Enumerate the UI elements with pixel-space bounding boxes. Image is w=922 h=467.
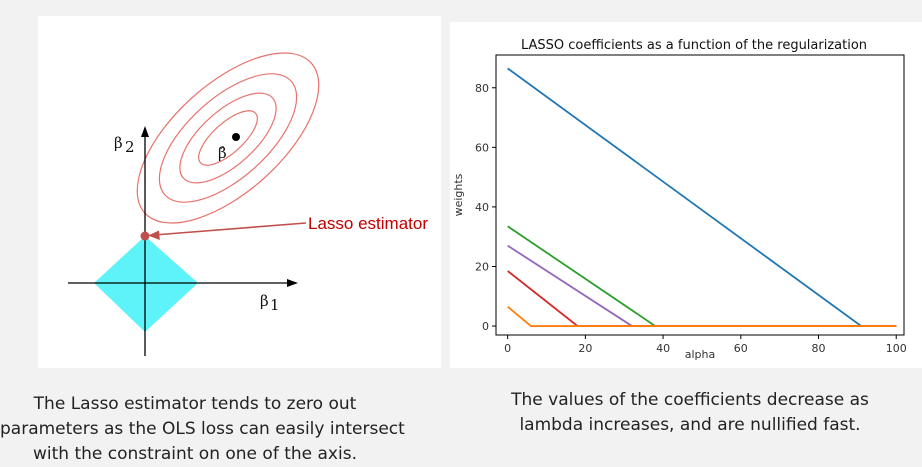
x-tick-label: 40 [656, 342, 670, 355]
y-tick-label: 20 [475, 260, 489, 273]
y-tick-label: 60 [475, 141, 489, 154]
y-tick-label: 0 [482, 320, 489, 333]
chart-title: LASSO coefficients as a function of the … [521, 38, 867, 53]
beta2-label: β [114, 134, 123, 152]
left-caption-line-2: parameters as the OLS loss can easily in… [0, 419, 405, 439]
contour-ellipse-inner [198, 110, 258, 166]
annotation-arrowhead [148, 230, 160, 240]
y-axis-label: weights [452, 173, 465, 216]
y-axis-arrowhead [141, 126, 149, 137]
coefficient-line-4 [507, 270, 897, 327]
x-axis-arrowhead [287, 279, 298, 287]
ols-estimate-point [232, 133, 240, 141]
coefficient-line-5 [507, 306, 897, 327]
beta-hat-label: β̂ [218, 144, 227, 162]
lasso-estimator-label: Lasso estimator [308, 214, 428, 233]
l1-constraint-diamond [94, 236, 198, 332]
right-caption-line-1: The values of the coefficients decrease … [511, 390, 869, 410]
annotation-arrow [153, 222, 307, 236]
x-tick-label: 60 [734, 342, 748, 355]
x-tick-label: 0 [504, 342, 511, 355]
y-tick-label: 80 [475, 82, 489, 95]
y-tick-label: 40 [475, 201, 489, 214]
beta1-label: β [260, 292, 269, 310]
left-caption-line-3: with the constraint on one of the axis. [33, 444, 357, 464]
coefficient-line-2 [507, 225, 897, 327]
x-tick-label: 20 [578, 342, 592, 355]
lasso-diagram: β 2 β 1 β̂ Lasso estimator [68, 52, 428, 356]
ols-loss-contours [136, 52, 320, 224]
contour-ellipse-2 [158, 73, 298, 203]
coefficient-line-1 [507, 67, 897, 327]
contour-ellipse-3 [179, 92, 277, 184]
x-tick-label: 100 [886, 342, 907, 355]
beta1-subscript: 1 [270, 296, 280, 314]
x-tick-label: 80 [812, 342, 826, 355]
beta2-subscript: 2 [125, 138, 135, 156]
coefficient-chart-panel: LASSO coefficients as a function of the … [450, 22, 922, 368]
x-axis-label: alpha [685, 348, 716, 361]
lasso-diagram-panel: β 2 β 1 β̂ Lasso estimator [38, 16, 441, 368]
plot-area-frame [495, 54, 905, 336]
left-caption-line-1: The Lasso estimator tends to zero out [33, 394, 357, 414]
right-caption: The values of the coefficients decrease … [480, 388, 900, 438]
lasso-estimator-point [140, 231, 150, 241]
coefficient-line-3 [507, 244, 897, 327]
ticks-layer: 0 20 40 60 80 100 0 20 40 60 80 [475, 82, 907, 355]
coefficient-chart: LASSO coefficients as a function of the … [452, 38, 907, 361]
right-caption-line-2: lambda increases, and are nullified fast… [519, 415, 861, 435]
left-caption: The Lasso estimator tends to zero out pa… [0, 392, 405, 467]
series-layer [507, 67, 897, 327]
